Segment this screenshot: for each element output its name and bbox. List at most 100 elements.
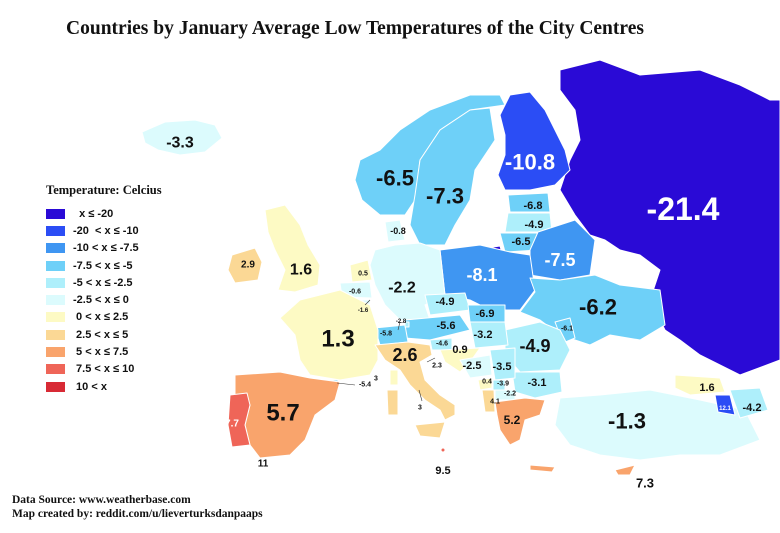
value-label-sanmarino: 2.3	[432, 363, 442, 370]
region-georgia	[674, 374, 726, 396]
value-label-albania: 4.1	[490, 399, 500, 406]
leader-luxembourg	[364, 299, 371, 306]
legend-label: 0 < x ≤ 2.5	[73, 311, 129, 324]
legend-item: 0 < x ≤ 2.5	[46, 309, 162, 326]
value-label-portugal: 7.7	[225, 419, 239, 430]
value-label-czechia: -4.9	[436, 296, 455, 308]
legend-swatch	[46, 347, 65, 358]
region-denmark	[384, 219, 406, 243]
value-label-sweden: -7.3	[426, 184, 464, 209]
legend-label: 5 < x ≤ 7.5	[73, 346, 129, 359]
region-greece	[494, 397, 546, 446]
region-azerbaijan	[729, 387, 769, 419]
region-armenia	[714, 394, 736, 416]
legend-swatch	[46, 381, 65, 392]
legend-label: x ≤ -20	[73, 207, 114, 220]
value-label-denmark: -0.8	[390, 226, 406, 236]
legend-item: -10 < x ≤ -7.5	[46, 240, 162, 257]
value-label-monaco: 3	[374, 376, 378, 383]
legend-swatch	[46, 277, 65, 288]
legend-item: x ≤ -20	[46, 205, 162, 222]
credits: Data Source: www.weatherbase.com Map cre…	[12, 493, 263, 521]
region-cyprus	[614, 464, 636, 476]
legend-label: -20 < x ≤ -10	[73, 224, 139, 237]
data-source: Data Source: www.weatherbase.com	[12, 494, 191, 506]
value-label-ukraine: -6.2	[579, 295, 617, 320]
value-label-slovakia: -6.9	[476, 308, 495, 320]
region-sardinia	[386, 389, 399, 416]
value-label-poland: -8.1	[466, 265, 497, 285]
value-label-andorra: -5.4	[359, 382, 371, 389]
region-serbia	[489, 347, 516, 381]
leader-vatican	[418, 389, 423, 402]
legend-label: -7.5 < x ≤ -5	[73, 259, 133, 272]
region-ukraine	[519, 274, 666, 346]
value-label-belarus: -7.5	[544, 250, 575, 270]
value-label-vatican: 3	[418, 405, 422, 412]
value-label-moldova: -6.1	[561, 326, 573, 333]
value-label-kosovo: -3.9	[497, 381, 509, 388]
region-hungary	[469, 321, 509, 349]
value-label-lithuania: -6.5	[512, 236, 531, 248]
legend-swatch	[46, 208, 65, 219]
region-albania	[481, 389, 496, 413]
region-iceland	[141, 119, 223, 156]
value-label-malta: 9.5	[435, 465, 450, 477]
region-italy	[374, 341, 456, 421]
value-label-georgia: 1.6	[699, 382, 714, 394]
region-montenegro	[477, 377, 493, 391]
value-label-serbia: -3.5	[493, 361, 512, 373]
legend-item: 7.5 < x ≤ 10	[46, 361, 162, 378]
legend-item: -20 < x ≤ -10	[46, 222, 162, 239]
legend-item: -2.5 < x ≤ 0	[46, 291, 162, 308]
legend-title: Temperature: Celcius	[46, 183, 162, 197]
value-label-switzerland: -5.8	[380, 331, 392, 338]
region-estonia	[507, 192, 551, 213]
value-label-greece: 5.2	[504, 413, 521, 427]
legend-item: -5 < x ≤ -2.5	[46, 274, 162, 291]
value-label-estonia: -6.8	[524, 200, 543, 212]
region-sicily	[414, 421, 446, 439]
value-label-hungary: -3.2	[474, 329, 493, 341]
legend-item: -7.5 < x ≤ -5	[46, 257, 162, 274]
value-label-azerbaijan: -4.2	[743, 402, 762, 414]
legend-swatch	[46, 364, 65, 375]
value-label-finland: -10.8	[505, 150, 555, 175]
leader-andorra	[336, 382, 356, 386]
region-netherlands	[349, 259, 373, 283]
legend-rows: x ≤ -20 -20 < x ≤ -10 -10 < x ≤ -7.5 -7.5 <…	[46, 205, 162, 395]
legend-swatch	[46, 243, 65, 254]
legend-swatch	[46, 295, 65, 306]
legend-label: 2.5 < x ≤ 5	[73, 328, 129, 341]
value-label-belgium: -0.6	[349, 289, 361, 296]
region-bosnia	[459, 354, 493, 379]
region-malta	[440, 447, 446, 453]
leader-sanmarino	[426, 357, 436, 363]
legend-item: 2.5 < x ≤ 5	[46, 326, 162, 343]
value-label-armenia: 12.1	[719, 406, 731, 412]
region-corsica	[389, 369, 399, 386]
value-label-bosnia: -2.5	[463, 360, 482, 372]
region-france	[279, 289, 379, 381]
legend-label: 7.5 < x ≤ 10	[73, 363, 135, 376]
value-label-macedonia: -2.2	[504, 391, 516, 398]
legend-item: 10 < x	[46, 378, 162, 395]
value-label-ireland: 2.9	[241, 260, 255, 271]
leader-liechtenstein	[397, 321, 401, 331]
value-label-turkey: -1.3	[608, 409, 646, 434]
value-label-germany: -2.2	[388, 280, 416, 297]
legend-item: 5 < x ≤ 7.5	[46, 343, 162, 360]
value-label-cyprus: 7.3	[636, 476, 654, 491]
value-label-montenegro: 0.4	[482, 379, 492, 386]
region-finland	[497, 91, 571, 191]
value-label-bulgaria: -3.1	[528, 377, 547, 389]
map-title: Countries by January Average Low Tempera…	[66, 18, 644, 39]
region-turkey	[554, 389, 761, 461]
value-label-iceland: -3.3	[166, 135, 194, 152]
value-label-gibraltar: 11	[258, 459, 269, 470]
region-liechtenstein	[404, 321, 410, 328]
value-label-netherlands: 0.5	[358, 271, 368, 278]
region-ireland	[227, 247, 263, 284]
legend-swatch	[46, 329, 65, 340]
